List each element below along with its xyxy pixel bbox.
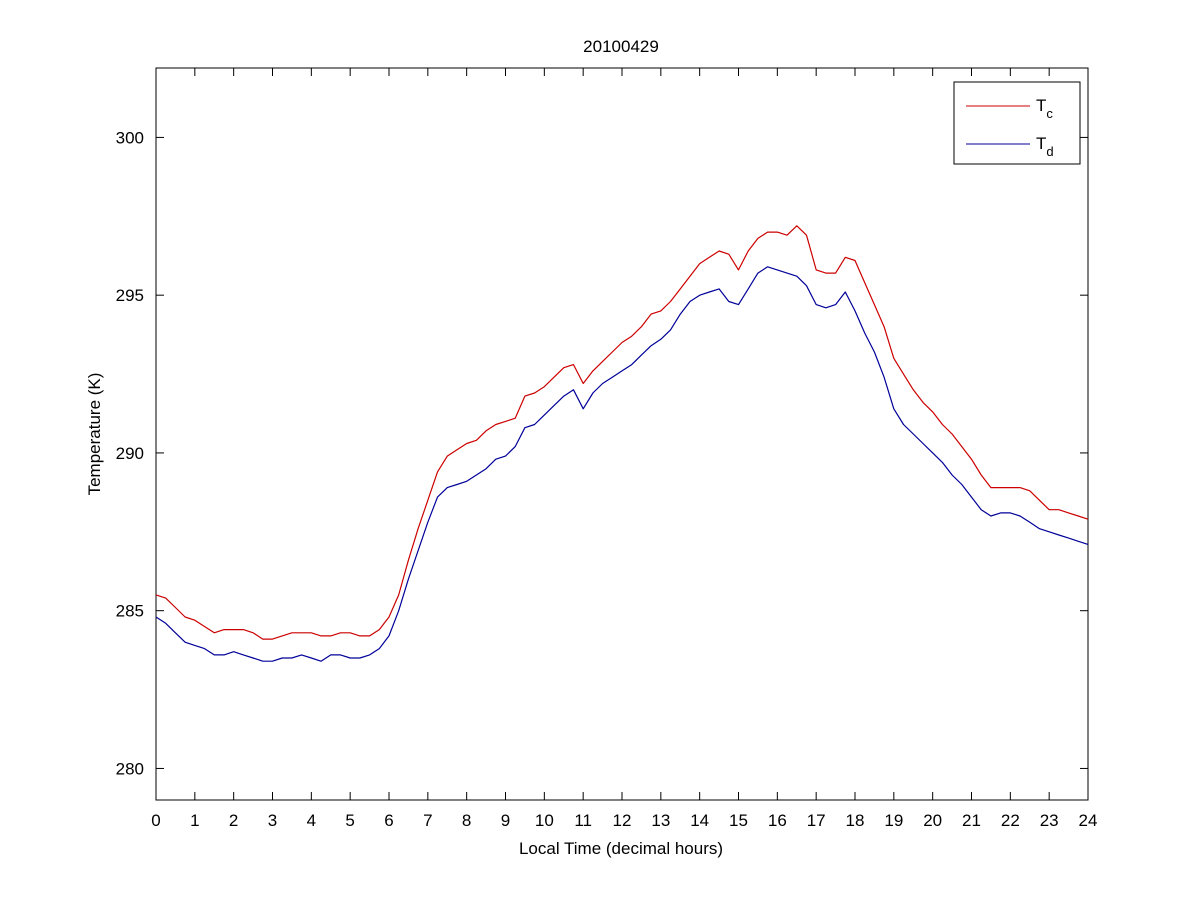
- x-tick-label: 12: [613, 811, 632, 830]
- y-tick-label: 300: [116, 128, 144, 147]
- y-axis-label: Temperature (K): [85, 373, 104, 496]
- x-tick-label: 15: [729, 811, 748, 830]
- chart-title: 20100429: [583, 37, 659, 56]
- x-tick-label: 16: [768, 811, 787, 830]
- x-axis-label: Local Time (decimal hours): [519, 839, 723, 858]
- x-tick-label: 6: [384, 811, 393, 830]
- x-tick-label: 7: [423, 811, 432, 830]
- y-tick-label: 290: [116, 444, 144, 463]
- x-tick-label: 21: [962, 811, 981, 830]
- x-tick-label: 18: [846, 811, 865, 830]
- y-tick-label: 285: [116, 602, 144, 621]
- legend-label-tc: Tc: [1036, 96, 1053, 121]
- legend-label-td-base: T: [1036, 134, 1046, 153]
- legend-label-tc-base: T: [1036, 96, 1046, 115]
- plot-area: 0 1 2 3 4 5 6 7 8 9 10 11 12 13 14 15 16 17 18 19 20 21 22 23 24…: [116, 67, 1098, 830]
- legend-label-td-sub: d: [1046, 144, 1053, 159]
- legend-label-tc-sub: c: [1046, 106, 1053, 121]
- x-tick-label: 14: [690, 811, 709, 830]
- x-tick-label: 3: [268, 811, 277, 830]
- x-tick-label: 22: [1001, 811, 1020, 830]
- x-tick-label: 11: [574, 811, 592, 830]
- x-tick-label: 2: [229, 811, 238, 830]
- series-layer: [155, 225, 1089, 662]
- y-tick-label: 295: [116, 286, 144, 305]
- x-tick-label: 13: [651, 811, 670, 830]
- x-tick-label: 4: [307, 811, 316, 830]
- x-tick-label: 10: [535, 811, 554, 830]
- y-tick-label: 280: [116, 759, 144, 778]
- tick-layer: 0 1 2 3 4 5 6 7 8 9 10 11 12 13 14 15 16 17 18 19 20 21 22 23 24…: [116, 68, 1098, 830]
- x-tick-label: 23: [1040, 811, 1059, 830]
- series-line-0: [155, 225, 1089, 640]
- x-tick-label: 19: [884, 811, 903, 830]
- x-tick-label: 17: [807, 811, 826, 830]
- x-tick-label: 5: [345, 811, 354, 830]
- plot-frame: [155, 67, 1089, 801]
- legend-label-td: Td: [1036, 134, 1054, 159]
- legend: Tc Td: [953, 81, 1081, 165]
- series-line-1: [155, 266, 1089, 662]
- x-tick-label: 20: [923, 811, 942, 830]
- x-tick-label: 8: [462, 811, 471, 830]
- x-tick-label: 24: [1079, 811, 1098, 830]
- x-tick-label: 9: [501, 811, 510, 830]
- x-tick-label: 1: [190, 811, 199, 830]
- x-tick-label: 0: [151, 811, 160, 830]
- legend-box: [953, 81, 1081, 165]
